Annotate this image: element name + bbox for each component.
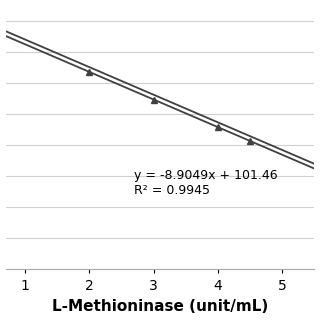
Text: y = -8.9049x + 101.46
R² = 0.9945: y = -8.9049x + 101.46 R² = 0.9945 <box>134 169 278 196</box>
X-axis label: L-Methioninase (unit/mL): L-Methioninase (unit/mL) <box>52 300 268 315</box>
